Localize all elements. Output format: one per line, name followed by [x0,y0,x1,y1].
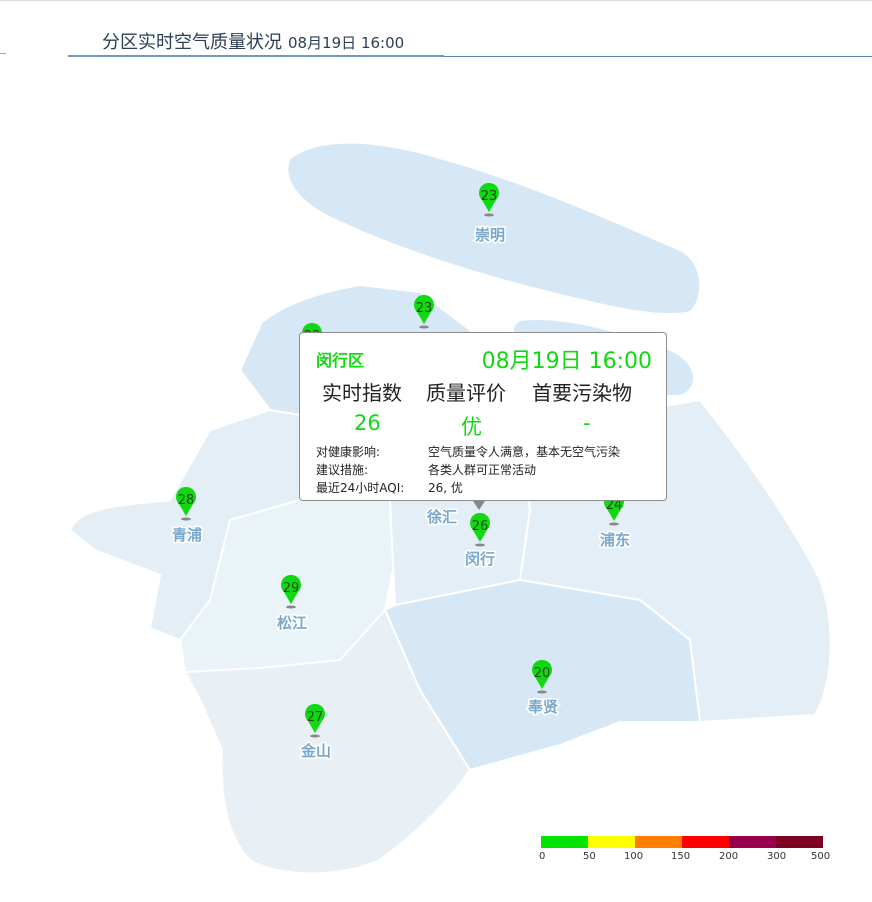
last24-label: 最近24小时AQI: [316,481,405,495]
legend-tick-label: 100 [624,851,644,862]
marker-icon [414,294,434,324]
legend-tick-label: 500 [811,851,831,862]
legend-tick-label: 50 [583,851,596,862]
marker-icon [470,512,490,542]
tooltip-time: 08月19日 16:00 [481,349,652,374]
aqi-legend: 0 50 100 150 200 300 500 [539,836,830,862]
pin-minhang[interactable]: 26 [470,512,490,547]
marker-icon [479,182,499,212]
legend-tick-label: 150 [671,851,691,862]
district-label: 松江 [277,614,307,632]
panel-header: 分区实时空气质量状况 08月19日 16:00 [68,24,872,57]
pin-aqi: 23 [416,301,433,316]
pin-chongming[interactable]: 23 [479,182,499,217]
legend-swatch [541,836,588,848]
district-shape-chongming[interactable] [286,141,702,316]
top-border [0,0,872,1]
pin-aqi: 20 [534,666,551,681]
district-tooltip: 闵行区 08月19日 16:00 实时指数 质量评价 首要污染物 26 优 - … [299,332,667,501]
xuhui-pin-tip [473,501,485,510]
marker-icon [176,486,196,516]
pin-aqi: 24 [606,498,623,513]
title-underline [68,55,444,57]
tooltip-col-pollutant: 首要污染物 [532,381,632,405]
left-tick [0,53,6,54]
legend-tick-label: 0 [539,851,546,862]
pin-aqi: 29 [283,581,300,596]
legend-swatch [729,836,776,848]
legend-swatch [776,836,823,848]
district-label: 金山 [300,742,331,760]
legend-swatch [635,836,682,848]
health-label: 对健康影响: [316,445,381,459]
page-title: 分区实时空气质量状况 08月19日 16:00 [102,28,404,54]
tooltip-col-aqi: 实时指数 [322,381,402,405]
marker-icon [281,574,301,604]
pin-jinshan[interactable]: 27 [305,703,325,738]
health-value: 空气质量令人满意，基本无空气污染 [428,445,621,459]
legend-swatch [588,836,635,848]
legend-swatch [682,836,729,848]
tooltip-col-quality: 质量评价 [426,381,506,405]
pin-aqi: 28 [178,493,195,508]
district-label: 奉贤 [527,698,558,716]
pin-aqi: 23 [481,189,498,204]
district-label: 崇明 [475,226,505,244]
district-label: 徐汇 [426,508,457,526]
title-text: 分区实时空气质量状况 [102,32,282,53]
legend-tick-label: 300 [767,851,787,862]
pin-fengxian[interactable]: 20 [532,659,552,694]
tooltip-pollutant-value: - [583,411,591,435]
pin-aqi: 27 [307,710,324,725]
advice-label: 建议措施: [316,463,369,477]
district-label: 浦东 [600,531,630,549]
pin-aqi: 26 [472,519,489,534]
marker-icon [532,659,552,689]
title-time: 08月19日 16:00 [288,34,405,52]
tooltip-aqi-value: 26 [354,411,381,435]
pin-songjiang[interactable]: 29 [281,574,301,609]
district-label: 闵行 [465,550,495,568]
legend-bars [541,836,823,848]
pin-baoshan[interactable]: 23 [414,294,434,329]
advice-value: 各类人群可正常活动 [428,463,537,477]
tooltip-district: 闵行区 [316,351,365,370]
marker-icon [305,703,325,733]
district-shape-jinshan[interactable] [183,608,472,875]
tooltip-quality-value: 优 [461,415,482,439]
last24-value: 26, 优 [428,481,463,495]
legend-tick-label: 200 [719,851,739,862]
pin-qingpu[interactable]: 28 [176,486,196,521]
district-label: 青浦 [172,526,202,544]
